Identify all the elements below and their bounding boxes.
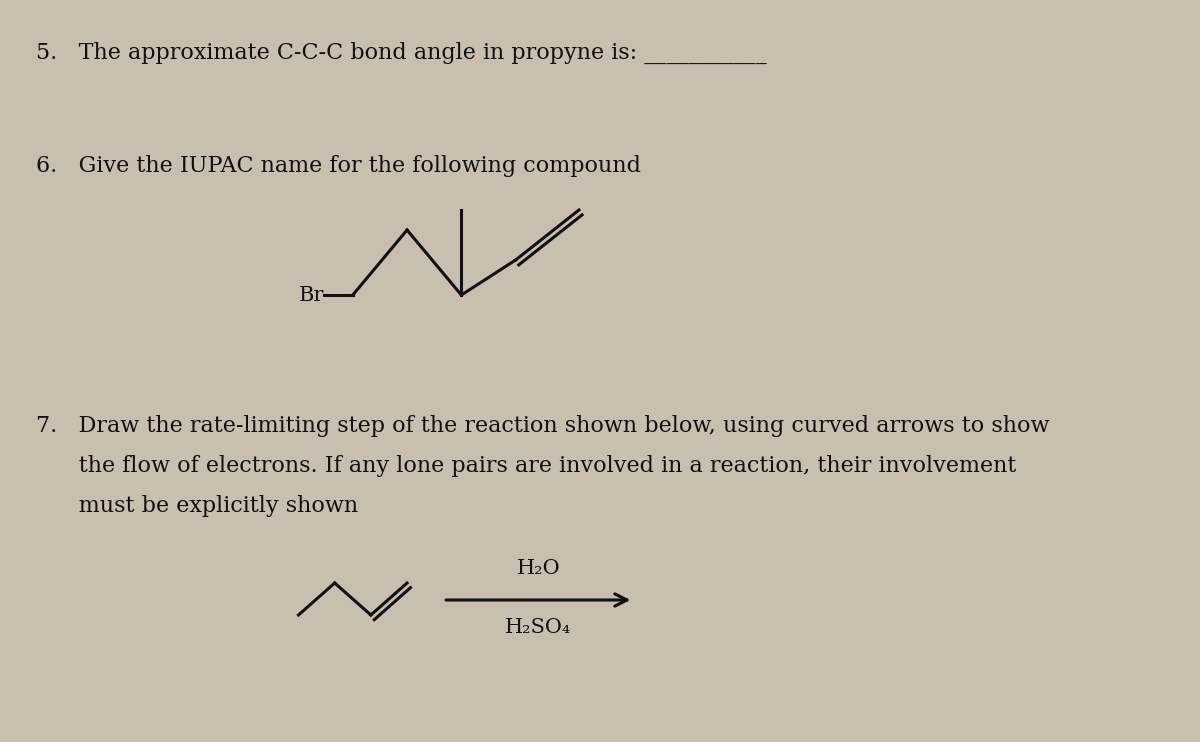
Text: 5.   The approximate C-C-C bond angle in propyne is: ___________: 5. The approximate C-C-C bond angle in p…: [36, 42, 767, 64]
Text: 6.   Give the IUPAC name for the following compound: 6. Give the IUPAC name for the following…: [36, 155, 641, 177]
Text: Br: Br: [299, 286, 324, 304]
Text: must be explicitly shown: must be explicitly shown: [36, 495, 359, 517]
Text: 7.   Draw the rate-limiting step of the reaction shown below, using curved arrow: 7. Draw the rate-limiting step of the re…: [36, 415, 1050, 437]
Text: H₂SO₄: H₂SO₄: [505, 618, 571, 637]
Text: H₂O: H₂O: [516, 559, 560, 578]
Text: the flow of electrons. If any lone pairs are involved in a reaction, their invol: the flow of electrons. If any lone pairs…: [36, 455, 1016, 477]
